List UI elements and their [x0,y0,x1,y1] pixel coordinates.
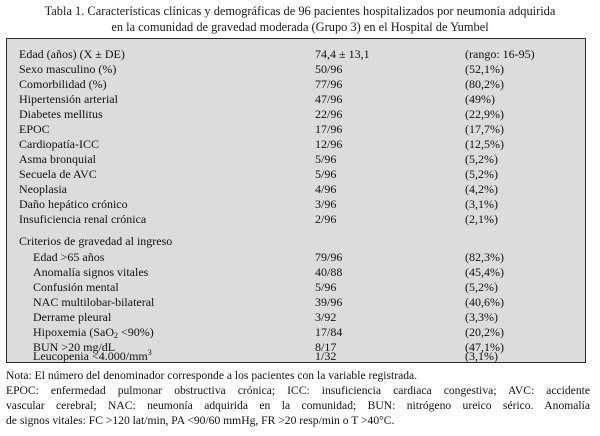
row-value: 40/88 [315,265,343,279]
row-percent: (49%) [465,92,495,106]
data-table: Edad (años) (X ± DE) 74,4 ± 13,1 (rango:… [6,38,586,363]
table-row: Anomalía signos vitales 40/88 (45,4%) [7,265,585,279]
row-percent: (5,2%) [465,167,498,181]
row-label: Secuela de AVC [19,167,97,181]
table-row: Comorbilidad (%) 77/96 (80,2%) [7,77,585,91]
row-label: Edad (años) (X ± DE) [19,47,125,61]
row-percent: (40,6%) [465,295,504,309]
table-row: Diabetes mellitus 22/96 (22,9%) [7,107,585,121]
row-value: 2/96 [315,212,337,226]
row-percent: (45,4%) [465,265,504,279]
table-row: Sexo masculino (%) 50/96 (52,1%) [7,62,585,76]
row-label: Asma bronquial [19,152,96,166]
row-percent: (2,1%) [465,212,498,226]
row-label: Cardiopatía-ICC [19,137,99,151]
table-row: Insuficiencia renal crónica 2/96 (2,1%) [7,212,585,226]
row-label: Comorbilidad (%) [19,77,107,91]
row-value: 17/96 [315,122,343,136]
row-label: Derrame pleural [33,310,112,324]
row-percent: (17,7%) [465,122,504,136]
row-value: 3/96 [315,197,337,211]
row-value: 1/32 [315,349,337,363]
row-percent: (3,1%) [465,197,498,211]
caption-line-2: en la comunidad de gravedad moderada (Gr… [111,20,489,34]
row-label: Anomalía signos vitales [33,265,149,279]
label-subscript: 2 [113,331,118,340]
note-line: de signos vitales: FC >120 lat/min, PA <… [6,414,395,427]
section-heading-row: Criterios de gravedad al ingreso [7,234,585,248]
table-caption: Tabla 1. Características clínicas y demo… [0,3,600,35]
table-row: NAC multilobar-bilateral 39/96 (40,6%) [7,295,585,309]
caption-line-1: Tabla 1. Características clínicas y demo… [44,4,556,18]
row-value: 39/96 [315,295,343,309]
label-superscript: 3 [147,348,152,357]
row-label: Leucopenia <4.000/mm3 [33,348,152,364]
row-value: 17/84 [315,325,343,339]
table-row: Confusión mental 5/96 (5,2%) [7,280,585,294]
row-value: 50/96 [315,62,343,76]
row-percent: (12,5%) [465,137,504,151]
table-row: Derrame pleural 3/92 (3,3%) [7,310,585,324]
note-line: Nota: El número del denominador correspo… [6,369,418,382]
row-value: 3/92 [315,310,337,324]
row-value: 8/17 [315,340,337,354]
criteria-heading: Criterios de gravedad al ingreso [19,234,173,248]
row-value: 22/96 [315,107,343,121]
note-line: EPOC: enfermedad pulmonar obstructiva cr… [6,384,590,397]
table-row: Secuela de AVC 5/96 (5,2%) [7,167,585,181]
table-row: Daño hepático crónico 3/96 (3,1%) [7,197,585,211]
table-row: Edad >65 años 79/96 (82,3%) [7,250,585,264]
row-percent: (3,3%) [465,310,498,324]
row-label: Hipertensión arterial [19,92,118,106]
row-percent: (3,1%) [465,349,498,363]
table-row: Asma bronquial 5/96 (5,2%) [7,152,585,166]
row-percent: (20,2%) [465,325,504,339]
row-value: 4/96 [315,182,337,196]
row-percent: (80,2%) [465,77,504,91]
table-notes: Nota: El número del denominador correspo… [6,368,590,428]
row-value: 5/96 [315,152,337,166]
row-value: 79/96 [315,250,343,264]
table-row: BUN >20 mg/dL 8/17 (47,1%) [7,340,585,354]
row-value: 47/96 [315,92,343,106]
row-label: NAC multilobar-bilateral [33,295,155,309]
row-percent: (47,1%) [465,340,504,354]
row-percent: (22,9%) [465,107,504,121]
row-label: Edad >65 años [33,250,105,264]
row-percent: (5,2%) [465,280,498,294]
row-value: 74,4 ± 13,1 [315,47,370,61]
table-row: Cardiopatía-ICC 12/96 (12,5%) [7,137,585,151]
table-row: Neoplasia 4/96 (4,2%) [7,182,585,196]
row-label: BUN >20 mg/dL [33,340,116,354]
row-label: Hipoxemia (SaO2 <90%) [33,325,154,340]
row-percent: (rango: 16-95) [465,47,535,61]
row-label: Insuficiencia renal crónica [19,212,147,226]
table-row: Leucopenia <4.000/mm3 1/32 (3,1%) [7,349,585,365]
note-line: vascular cerebral; NAC: neumonía adquiri… [6,399,590,412]
row-label: EPOC [19,122,50,136]
row-value: 5/96 [315,167,337,181]
row-percent: (5,2%) [465,152,498,166]
row-label: Sexo masculino (%) [19,62,117,76]
row-value: 5/96 [315,280,337,294]
table-row: Hipoxemia (SaO2 <90%) 17/84 (20,2%) [7,325,585,340]
row-value: 77/96 [315,77,343,91]
table-row: Hipertensión arterial 47/96 (49%) [7,92,585,106]
row-percent: (82,3%) [465,250,504,264]
row-label: Daño hepático crónico [19,197,128,211]
row-percent: (52,1%) [465,62,504,76]
table-row: Edad (años) (X ± DE) 74,4 ± 13,1 (rango:… [7,47,585,61]
row-label: Neoplasia [19,182,67,196]
row-value: 12/96 [315,137,343,151]
table-row: EPOC 17/96 (17,7%) [7,122,585,136]
label-text: Leucopenia <4.000/mm [33,349,148,363]
row-label: Diabetes mellitus [19,107,103,121]
label-text: Hipoxemia (SaO [33,325,114,339]
row-label: Confusión mental [33,280,119,294]
label-text-end: <90%) [117,325,154,339]
row-percent: (4,2%) [465,182,498,196]
